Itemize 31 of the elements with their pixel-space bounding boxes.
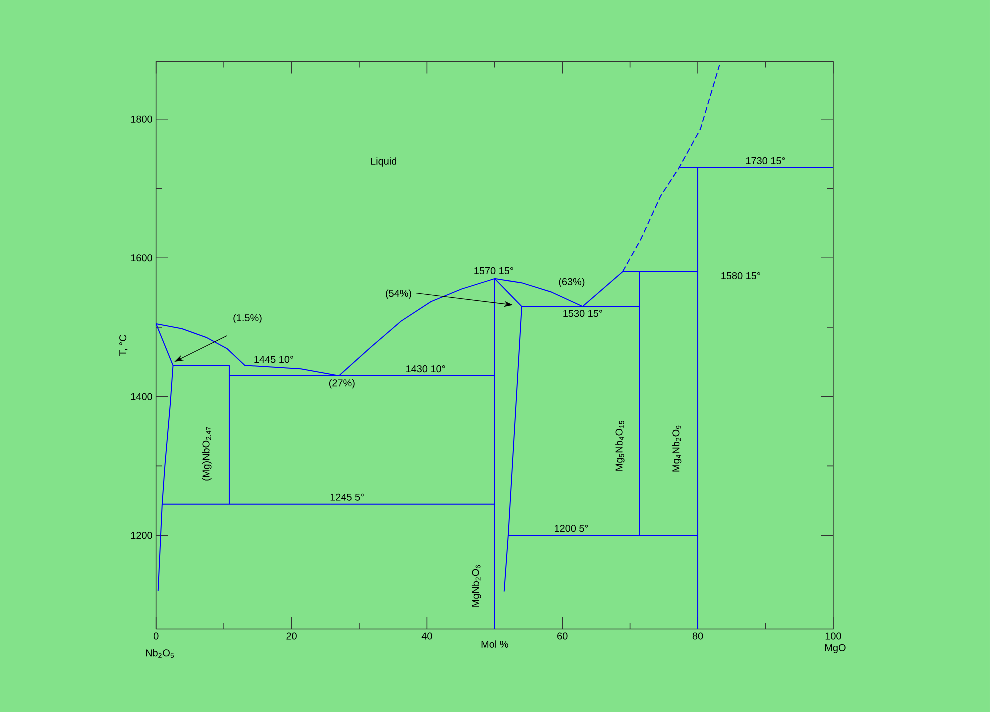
annotation: 1570 15°: [474, 267, 514, 274]
x-tick-label: 20: [286, 632, 297, 640]
y-tick-label: 1400: [131, 393, 152, 400]
x-tick-label: 80: [692, 632, 704, 640]
y-tick-label: 1600: [131, 254, 152, 262]
x-tick-label: 100: [826, 632, 842, 640]
text: Nb$_{2}$O$_{5}$: [146, 649, 174, 658]
annotation: (Mg)NbO$_{2.47}$: [202, 427, 212, 481]
x-tick-label: 40: [422, 632, 432, 640]
annotation: 1730 15°: [746, 157, 786, 164]
x-axis-title: Mol %: [482, 640, 508, 648]
annotation: (1.5%): [234, 314, 262, 324]
annotation: Mg$_{5}$Nb$_{4}$O$_{15}$: [616, 421, 625, 471]
y-tick-label: 1200: [131, 532, 152, 540]
y-tick-label: 1800: [131, 116, 152, 123]
annotation: 1430 10°: [406, 366, 446, 373]
y-axis-title: T, °C: [120, 335, 128, 356]
annotation: (27%): [329, 379, 355, 389]
x-tick-label: 60: [558, 632, 568, 640]
annotation: 1530 15°: [564, 310, 602, 318]
annotation: Mg$_{4}$Nb$_{2}$O$_{9}$: [672, 426, 682, 472]
text: MgO: [825, 644, 846, 654]
annotation: (63%): [559, 278, 585, 288]
annotation: 1200 5°: [555, 525, 588, 532]
annotation: 1445 10°: [254, 356, 294, 364]
annotation: Liquid: [371, 158, 397, 167]
annotation: (54%): [386, 290, 412, 300]
annotation: 1245 5°: [330, 494, 364, 501]
x-tick-label: 0: [154, 632, 159, 640]
annotation: MgNb$_{2}$O$_{6}$: [472, 565, 482, 607]
annotation: 1580 15°: [722, 272, 760, 280]
